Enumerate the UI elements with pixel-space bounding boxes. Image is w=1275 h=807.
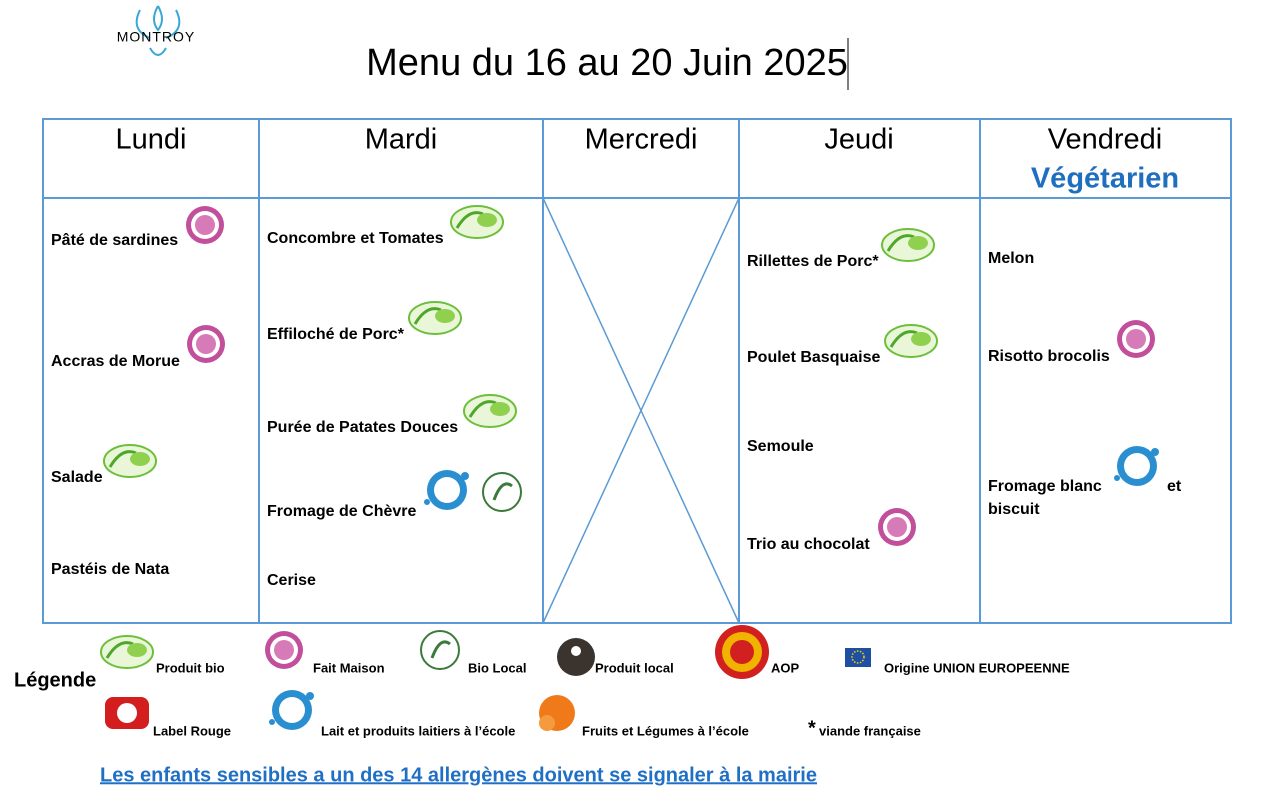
logo xyxy=(135,5,181,56)
legend-entry: Label Rouge xyxy=(153,723,231,738)
menu-item: Pâté de sardines xyxy=(51,232,178,249)
day-name: Mardi xyxy=(365,124,438,156)
menu-item: Pastéis de Nata xyxy=(51,561,169,578)
menu-item: Melon xyxy=(988,250,1034,267)
legend-entry: viande française xyxy=(819,723,921,738)
day-name: Jeudi xyxy=(824,124,893,156)
day-subtitle: Végétarien xyxy=(1031,163,1179,195)
menu-item: Effiloché de Porc* xyxy=(267,326,405,343)
legend-entry: Bio Local xyxy=(468,660,527,675)
day-name: Lundi xyxy=(116,124,187,156)
legend-entry: Produit local xyxy=(595,660,674,675)
legend-entry: Fait Maison xyxy=(313,660,385,675)
menu-item: Trio au chocolat xyxy=(747,536,870,553)
menu-item: Fromage blanc xyxy=(988,478,1102,495)
menu-item: Poulet Basquaise xyxy=(747,349,880,366)
menu-item: Semoule xyxy=(747,438,814,455)
menu-item: Cerise xyxy=(267,572,316,589)
menu-item: Accras de Morue xyxy=(51,353,180,370)
legend-entry: Fruits et Légumes à l’école xyxy=(582,723,749,738)
menu-item: Rillettes de Porc* xyxy=(747,253,879,270)
legend-entry: Origine UNION EUROPEENNE xyxy=(884,660,1070,675)
brand: MONTROY xyxy=(117,29,196,45)
menu-item: et xyxy=(1167,478,1182,495)
notice: Les enfants sensibles a un des 14 allerg… xyxy=(100,764,817,786)
menu-item: Purée de Patates Douces xyxy=(267,419,458,436)
legend-icons xyxy=(99,625,872,731)
menu-item: Salade xyxy=(51,469,103,486)
menu-item: Concombre et Tomates xyxy=(267,230,444,247)
day-name: Vendredi xyxy=(1048,124,1163,156)
menu-item: Fromage de Chèvre xyxy=(267,503,416,520)
legend-title: Légende xyxy=(14,669,96,691)
menu-item: Risotto brocolis xyxy=(988,348,1110,365)
table-grid xyxy=(42,118,1232,624)
legend-asterisk: * xyxy=(808,717,816,739)
day-name: Mercredi xyxy=(585,124,698,156)
legend-entry: Lait et produits laitiers à l’école xyxy=(321,723,515,738)
legend-entry: Produit bio xyxy=(156,660,225,675)
legend-entry: AOP xyxy=(771,660,800,675)
title: Menu du 16 au 20 Juin 2025 xyxy=(366,42,848,84)
menu-item: biscuit xyxy=(988,501,1040,518)
